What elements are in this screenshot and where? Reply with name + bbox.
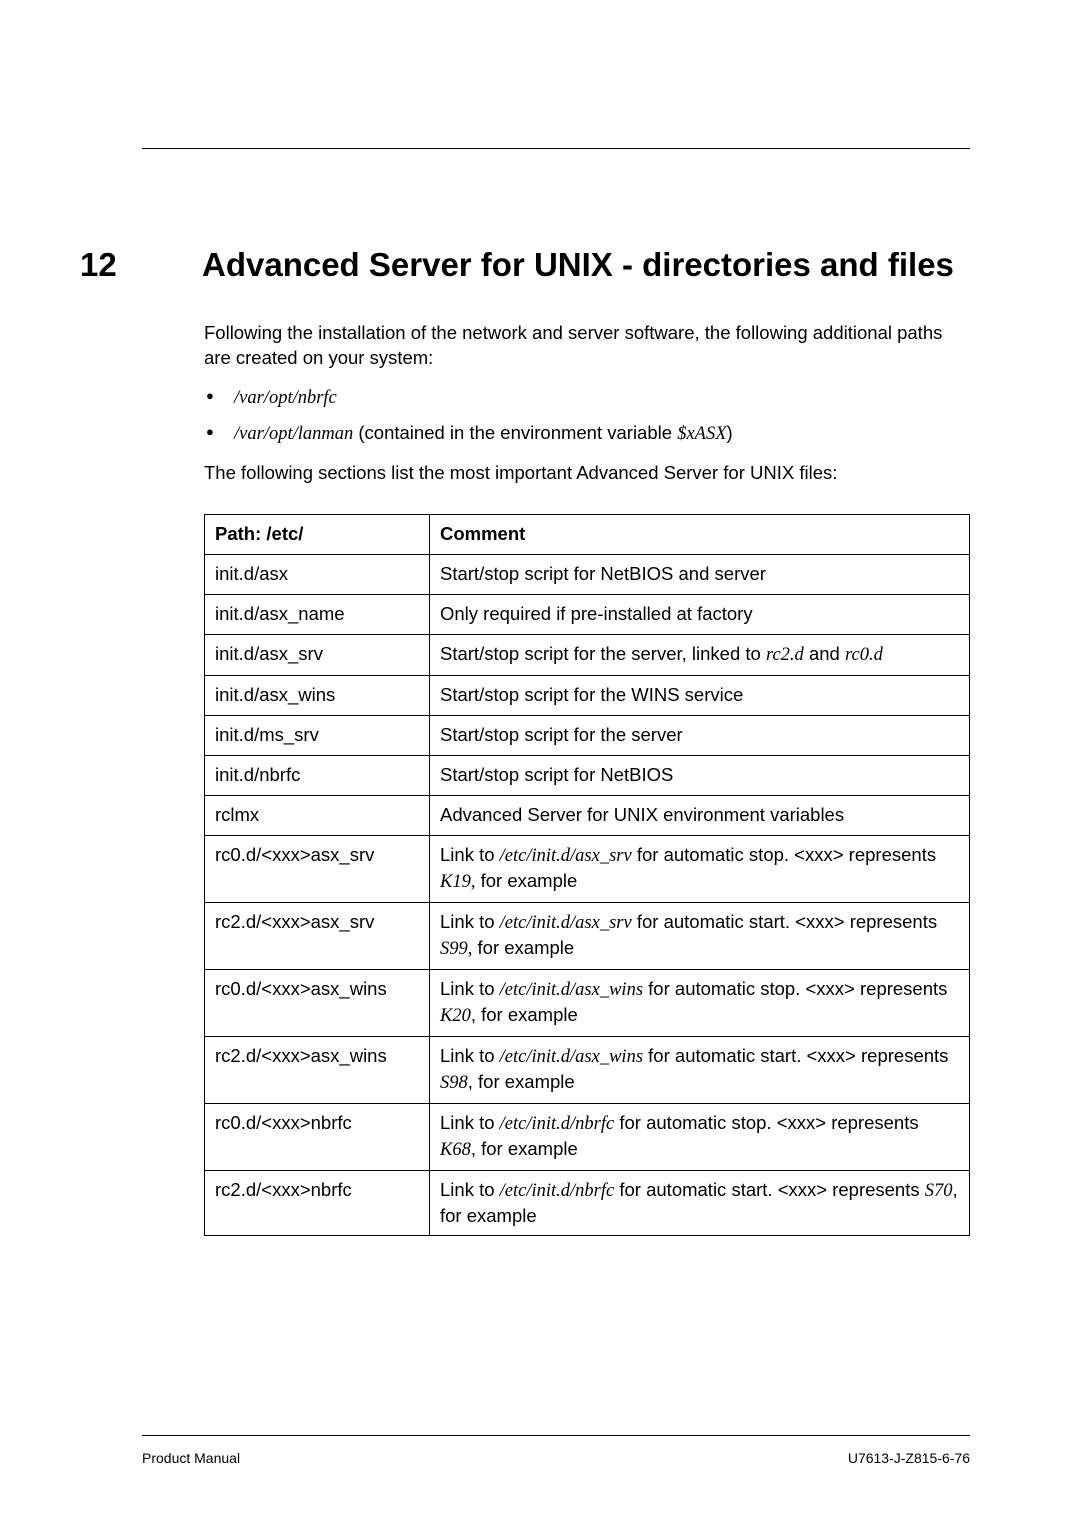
cell-path: rc2.d/<xxx>asx_srv bbox=[205, 902, 430, 969]
table-row: rc0.d/<xxx>asx_wins Link to /etc/init.d/… bbox=[205, 969, 970, 1036]
comment-italic: S70 bbox=[925, 1181, 953, 1201]
col-path-header: Path: /etc/ bbox=[205, 515, 430, 555]
cell-comment: Link to /etc/init.d/asx_srv for automati… bbox=[430, 902, 970, 969]
intro-para-1: Following the installation of the networ… bbox=[204, 321, 970, 371]
bullet-rest: (contained in the environment variable bbox=[353, 422, 677, 443]
footer-right: U7613-J-Z815-6-76 bbox=[848, 1450, 970, 1466]
comment-italic: S98 bbox=[440, 1073, 468, 1093]
path-bullet-list: /var/opt/nbrfc /var/opt/lanman (containe… bbox=[204, 385, 970, 447]
env-var: $xASX bbox=[677, 424, 726, 444]
cell-comment: Link to /etc/init.d/asx_wins for automat… bbox=[430, 969, 970, 1036]
comment-text: for automatic stop. <xxx> represents bbox=[614, 1112, 918, 1133]
cell-comment: Start/stop script for NetBIOS bbox=[430, 755, 970, 795]
table-row: rc2.d/<xxx>asx_srv Link to /etc/init.d/a… bbox=[205, 902, 970, 969]
table-row: rc0.d/<xxx>asx_srv Link to /etc/init.d/a… bbox=[205, 835, 970, 902]
bullet-close: ) bbox=[727, 422, 733, 443]
chapter-title: Advanced Server for UNIX - directories a… bbox=[202, 246, 954, 283]
top-rule bbox=[142, 148, 970, 149]
cell-comment: Link to /etc/init.d/nbrfc for automatic … bbox=[430, 1103, 970, 1170]
comment-text: , for example bbox=[468, 1071, 575, 1092]
comment-italic: /etc/init.d/nbrfc bbox=[500, 1181, 615, 1201]
comment-text: for automatic start. <xxx> represents bbox=[632, 911, 937, 932]
comment-text: Start/stop script for the server, linked… bbox=[440, 643, 766, 664]
comment-italic: /etc/init.d/nbrfc bbox=[500, 1114, 615, 1134]
comment-text: for automatic start. <xxx> represents bbox=[643, 1045, 948, 1066]
table-header-row: Path: /etc/ Comment bbox=[205, 515, 970, 555]
cell-path: init.d/nbrfc bbox=[205, 755, 430, 795]
cell-path: rclmx bbox=[205, 795, 430, 835]
footer-left: Product Manual bbox=[142, 1450, 240, 1466]
table-row: init.d/asx_srv Start/stop script for the… bbox=[205, 635, 970, 676]
comment-text: Link to bbox=[440, 1179, 500, 1200]
cell-path: init.d/asx bbox=[205, 555, 430, 595]
cell-path: rc2.d/<xxx>nbrfc bbox=[205, 1170, 430, 1236]
cell-comment: Start/stop script for NetBIOS and server bbox=[430, 555, 970, 595]
table-row: init.d/ms_srv Start/stop script for the … bbox=[205, 715, 970, 755]
comment-text: Link to bbox=[440, 1112, 500, 1133]
list-item: /var/opt/nbrfc bbox=[204, 385, 970, 411]
comment-text: for example bbox=[475, 870, 577, 891]
comment-text: Link to bbox=[440, 1045, 500, 1066]
table-row: rc2.d/<xxx>asx_wins Link to /etc/init.d/… bbox=[205, 1036, 970, 1103]
comment-text: Link to bbox=[440, 844, 500, 865]
table-row: init.d/asx_wins Start/stop script for th… bbox=[205, 675, 970, 715]
comment-italic: K20 bbox=[440, 1006, 471, 1026]
table-row: init.d/asx_name Only required if pre-ins… bbox=[205, 595, 970, 635]
cell-path: rc2.d/<xxx>asx_wins bbox=[205, 1036, 430, 1103]
comment-text: , for example bbox=[471, 1138, 578, 1159]
table-row: init.d/nbrfc Start/stop script for NetBI… bbox=[205, 755, 970, 795]
footer-rule bbox=[142, 1435, 970, 1436]
page-footer: Product Manual U7613-J-Z815-6-76 bbox=[142, 1450, 970, 1466]
body-content: Following the installation of the networ… bbox=[142, 321, 970, 1236]
cell-comment: Link to /etc/init.d/asx_wins for automat… bbox=[430, 1036, 970, 1103]
comment-italic: /etc/init.d/asx_srv bbox=[500, 846, 632, 866]
cell-comment: Link to /etc/init.d/asx_srv for automati… bbox=[430, 835, 970, 902]
path-text: /var/opt/nbrfc bbox=[234, 388, 337, 408]
table-row: init.d/asx Start/stop script for NetBIOS… bbox=[205, 555, 970, 595]
comment-italic: K19, bbox=[440, 872, 475, 892]
col-comment-header: Comment bbox=[430, 515, 970, 555]
comment-italic: rc0.d bbox=[845, 645, 883, 665]
cell-comment: Start/stop script for the WINS service bbox=[430, 675, 970, 715]
chapter-heading: 12Advanced Server for UNIX - directories… bbox=[142, 244, 970, 285]
cell-comment: Advanced Server for UNIX environment var… bbox=[430, 795, 970, 835]
cell-comment: Start/stop script for the server, linked… bbox=[430, 635, 970, 676]
comment-italic: /etc/init.d/asx_srv bbox=[500, 913, 632, 933]
cell-path: init.d/asx_srv bbox=[205, 635, 430, 676]
cell-path: init.d/asx_wins bbox=[205, 675, 430, 715]
files-table: Path: /etc/ Comment init.d/asx Start/sto… bbox=[204, 514, 970, 1236]
cell-path: rc0.d/<xxx>nbrfc bbox=[205, 1103, 430, 1170]
table-row: rc2.d/<xxx>nbrfc Link to /etc/init.d/nbr… bbox=[205, 1170, 970, 1236]
list-item: /var/opt/lanman (contained in the enviro… bbox=[204, 421, 970, 447]
comment-italic: /etc/init.d/asx_wins bbox=[500, 1047, 643, 1067]
cell-path: rc0.d/<xxx>asx_srv bbox=[205, 835, 430, 902]
comment-text: for automatic start. <xxx> represents bbox=[614, 1179, 925, 1200]
comment-italic: S99, bbox=[440, 939, 472, 959]
table-row: rclmx Advanced Server for UNIX environme… bbox=[205, 795, 970, 835]
comment-italic: K68 bbox=[440, 1140, 471, 1160]
path-text: /var/opt/lanman bbox=[234, 424, 353, 444]
cell-path: init.d/ms_srv bbox=[205, 715, 430, 755]
table-row: rc0.d/<xxx>nbrfc Link to /etc/init.d/nbr… bbox=[205, 1103, 970, 1170]
comment-text: for example bbox=[472, 937, 574, 958]
page: 12Advanced Server for UNIX - directories… bbox=[0, 0, 1080, 1528]
cell-path: init.d/asx_name bbox=[205, 595, 430, 635]
comment-italic: rc2.d bbox=[766, 645, 804, 665]
cell-comment: Only required if pre-installed at factor… bbox=[430, 595, 970, 635]
comment-text: Link to bbox=[440, 978, 500, 999]
comment-text: Link to bbox=[440, 911, 500, 932]
cell-path: rc0.d/<xxx>asx_wins bbox=[205, 969, 430, 1036]
comment-text: and bbox=[804, 643, 845, 664]
cell-comment: Link to /etc/init.d/nbrfc for automatic … bbox=[430, 1170, 970, 1236]
comment-italic: /etc/init.d/asx_wins bbox=[500, 980, 643, 1000]
comment-text: for automatic stop. <xxx> represents bbox=[643, 978, 947, 999]
cell-comment: Start/stop script for the server bbox=[430, 715, 970, 755]
intro-para-2: The following sections list the most imp… bbox=[204, 461, 970, 486]
comment-text: , for example bbox=[471, 1004, 578, 1025]
chapter-number: 12 bbox=[142, 244, 202, 285]
comment-text: for automatic stop. <xxx> represents bbox=[632, 844, 936, 865]
